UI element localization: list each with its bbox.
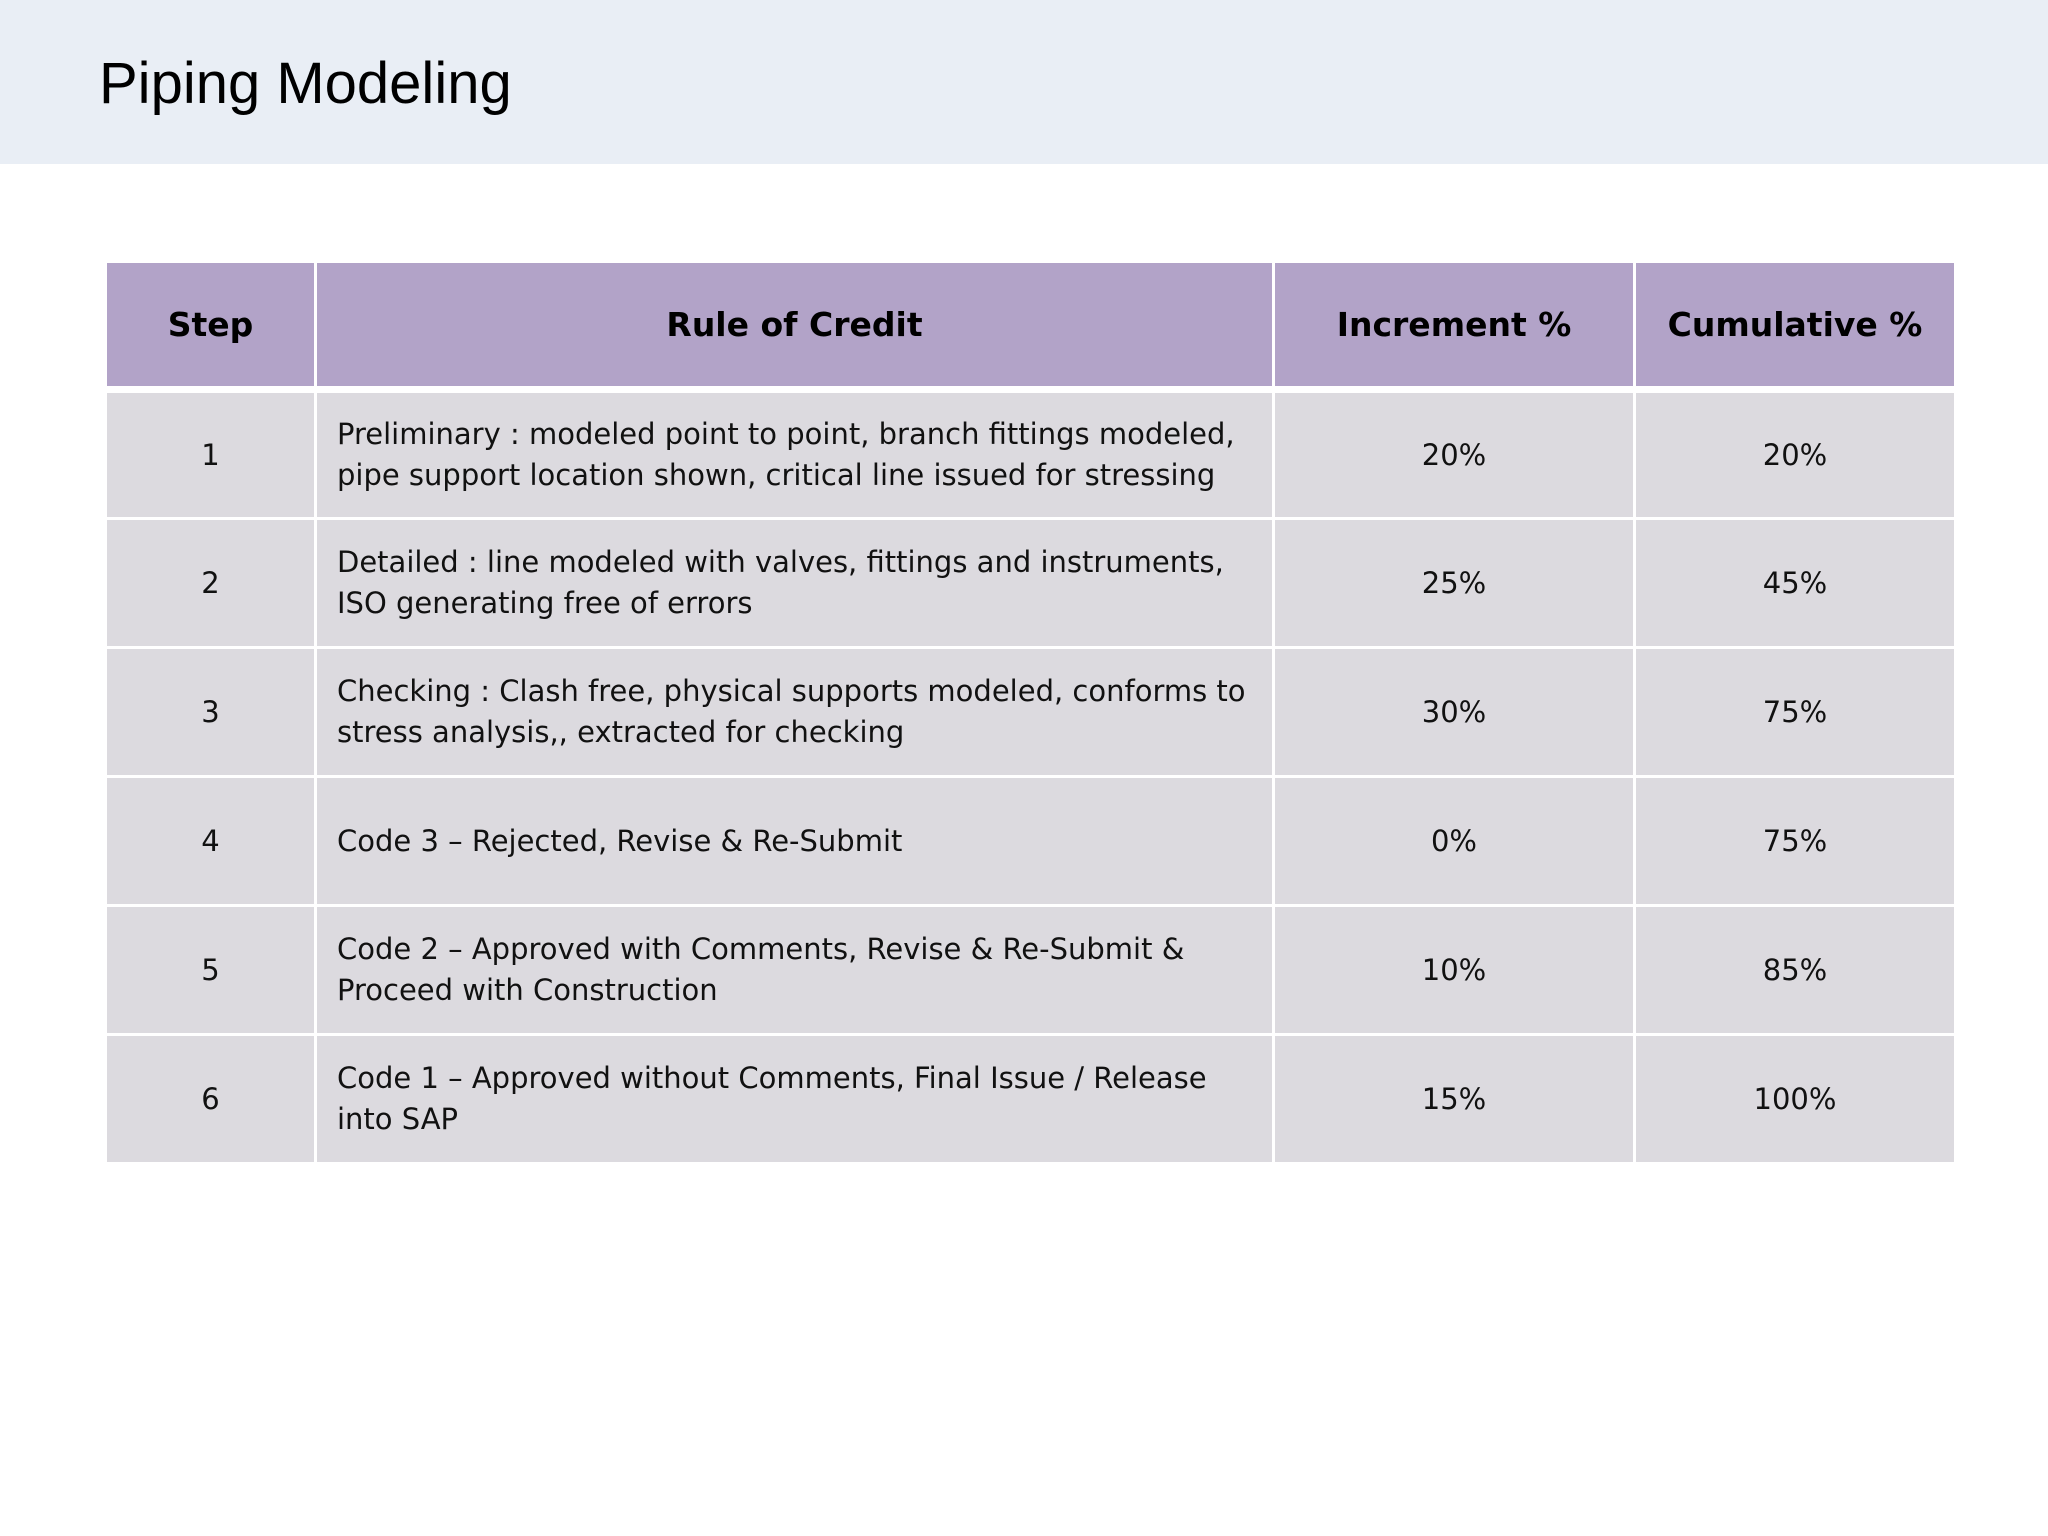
increment-cell: 25% [1272, 517, 1636, 649]
header-increment: Increment % [1272, 260, 1636, 393]
rule-cell: Checking : Clash free, physical supports… [314, 646, 1275, 778]
rule-of-credit-table: Step Rule of Credit Increment % Cumulati… [104, 260, 1957, 1165]
step-cell: 5 [104, 904, 317, 1036]
increment-cell: 20% [1272, 388, 1636, 520]
page-title: Piping Modeling [99, 51, 512, 116]
step-cell: 3 [104, 646, 317, 778]
rule-cell: Code 2 – Approved with Comments, Revise … [314, 904, 1275, 1036]
table-row: 1 Preliminary : modeled point to point, … [104, 388, 1957, 520]
cumulative-cell: 45% [1633, 517, 1957, 649]
cumulative-cell: 85% [1633, 904, 1957, 1036]
step-cell: 1 [104, 388, 317, 520]
cumulative-cell: 75% [1633, 775, 1957, 907]
step-cell: 4 [104, 775, 317, 907]
table-row: 2 Detailed : line modeled with valves, f… [104, 517, 1957, 649]
cumulative-cell: 20% [1633, 388, 1957, 520]
table-header-row: Step Rule of Credit Increment % Cumulati… [104, 260, 1957, 393]
table-row: 6 Code 1 – Approved without Comments, Fi… [104, 1033, 1957, 1165]
table-row: 3 Checking : Clash free, physical suppor… [104, 646, 1957, 778]
header-cumulative: Cumulative % [1633, 260, 1957, 393]
rule-cell: Code 3 – Rejected, Revise & Re-Submit [314, 775, 1275, 907]
step-cell: 6 [104, 1033, 317, 1165]
title-band [0, 0, 2048, 164]
increment-cell: 10% [1272, 904, 1636, 1036]
rule-cell: Code 1 – Approved without Comments, Fina… [314, 1033, 1275, 1165]
table-row: 5 Code 2 – Approved with Comments, Revis… [104, 904, 1957, 1036]
cumulative-cell: 75% [1633, 646, 1957, 778]
rule-cell: Detailed : line modeled with valves, fit… [314, 517, 1275, 649]
table-row: 4 Code 3 – Rejected, Revise & Re-Submit … [104, 775, 1957, 907]
increment-cell: 30% [1272, 646, 1636, 778]
cumulative-cell: 100% [1633, 1033, 1957, 1165]
increment-cell: 15% [1272, 1033, 1636, 1165]
increment-cell: 0% [1272, 775, 1636, 907]
rule-cell: Preliminary : modeled point to point, br… [314, 388, 1275, 520]
header-rule-of-credit: Rule of Credit [314, 260, 1275, 393]
header-step: Step [104, 260, 317, 393]
step-cell: 2 [104, 517, 317, 649]
